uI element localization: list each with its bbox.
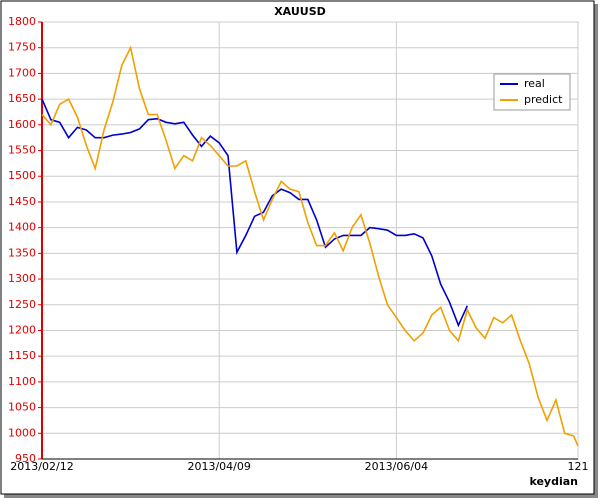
y-tick-label: 1150 bbox=[8, 349, 36, 362]
x-tick-label: 2013/04/09 bbox=[187, 460, 250, 473]
y-tick-label: 1000 bbox=[8, 426, 36, 439]
y-tick-label: 1650 bbox=[8, 92, 36, 105]
y-tick-label: 1300 bbox=[8, 272, 36, 285]
y-tick-label: 1050 bbox=[8, 401, 36, 414]
y-tick-label: 1600 bbox=[8, 118, 36, 131]
x-tick-label: 121 bbox=[568, 460, 589, 473]
chart-title: XAUUSD bbox=[274, 5, 326, 18]
legend-label: predict bbox=[524, 93, 563, 106]
y-tick-label: 1500 bbox=[8, 169, 36, 182]
x-tick-label: 2013/02/12 bbox=[10, 460, 73, 473]
line-series bbox=[41, 45, 579, 447]
y-tick-label: 950 bbox=[15, 452, 36, 465]
line-series bbox=[41, 98, 469, 328]
y-tick-label: 1350 bbox=[8, 246, 36, 259]
x-tick-label: 2013/06/04 bbox=[365, 460, 428, 473]
y-tick-label: 1800 bbox=[8, 15, 36, 28]
y-tick-label: 1100 bbox=[8, 375, 36, 388]
y-tick-label: 1250 bbox=[8, 298, 36, 311]
legend-box bbox=[493, 73, 571, 111]
y-tick-label: 1450 bbox=[8, 195, 36, 208]
y-tick-label: 1700 bbox=[8, 66, 36, 79]
watermark: keydian bbox=[529, 475, 578, 488]
legend-label: real bbox=[524, 77, 545, 90]
y-tick-label: 1200 bbox=[8, 323, 36, 336]
y-tick-label: 1750 bbox=[8, 41, 36, 54]
y-tick-label: 1550 bbox=[8, 144, 36, 157]
y-tick-label: 1400 bbox=[8, 221, 36, 234]
